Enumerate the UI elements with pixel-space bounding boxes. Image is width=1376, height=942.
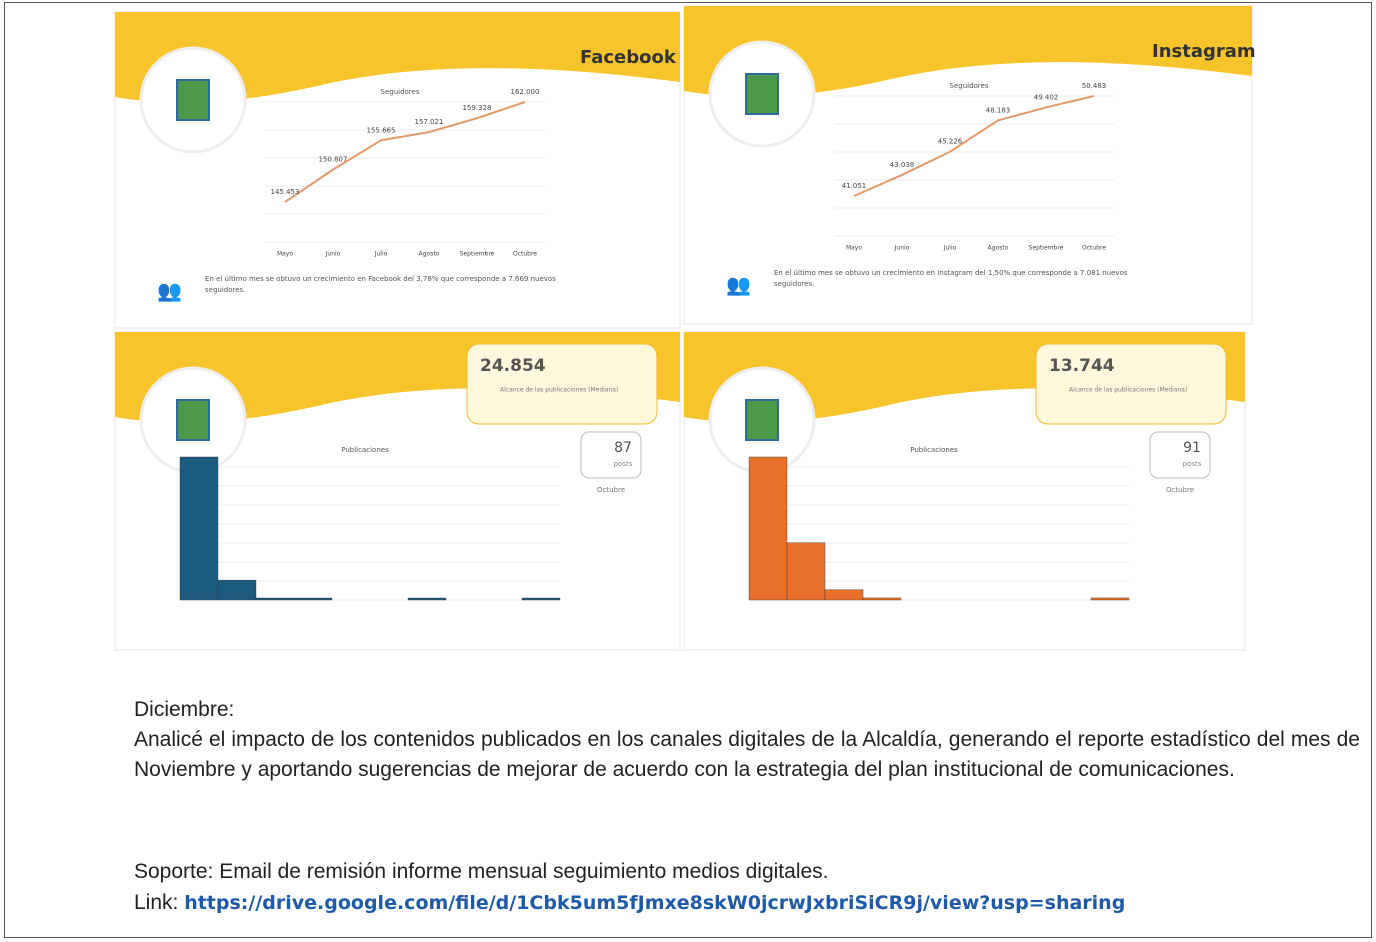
note-box: En el último mes se obtuvo un crecimient… (774, 268, 1134, 298)
x-tick-label: Agosto (988, 245, 1009, 252)
network-name: Facebook (580, 47, 677, 68)
x-tick-label: Junio (325, 251, 341, 258)
bar (749, 457, 787, 600)
logo (746, 74, 778, 114)
people-icon: 👥 (726, 273, 751, 297)
data-label: 49.402 (1034, 93, 1059, 101)
x-tick-label: Julio (374, 251, 388, 258)
bar (408, 598, 446, 600)
bar (1091, 598, 1129, 600)
posts-box (581, 432, 641, 478)
bar (256, 598, 294, 600)
report-panel: Facebook Seguidores 145.453 Mayo 150.807 Juni… (115, 12, 680, 328)
data-label: 145.453 (271, 188, 300, 196)
posts-unit: posts (1183, 460, 1202, 468)
x-tick-label: Octubre (513, 251, 537, 258)
x-tick-label: Julio (943, 245, 957, 252)
support: Soporte: Email de remisión informe mensu… (134, 857, 1360, 887)
logo (177, 80, 209, 120)
bar (218, 580, 256, 600)
chart-title: Seguidores (381, 88, 420, 96)
report-panel: 24.854 Alcance de las publicaciones (Medi… (115, 332, 680, 650)
posts-value: 91 (1183, 440, 1201, 456)
data-label: 43.038 (890, 161, 915, 169)
logo (177, 400, 209, 440)
data-label: 41.051 (842, 182, 867, 190)
reach-label: Alcance de las publicaciones (Mediana) (500, 387, 618, 394)
data-label: 48.183 (986, 106, 1011, 114)
x-tick-label: Septiembre (1029, 245, 1064, 252)
report-panel: Instagram Seguidores 41.051 Mayo 43.038 Junio… (684, 6, 1256, 324)
people-icon: 👥 (157, 279, 182, 303)
reach-value: 13.744 (1049, 356, 1115, 376)
chart-title: Seguidores (950, 82, 989, 90)
reach-value: 24.854 (480, 356, 546, 376)
bar (825, 590, 863, 600)
bar (294, 598, 332, 600)
data-label: 162.000 (511, 88, 540, 96)
posts-unit: posts (614, 460, 633, 468)
note: En el último mes se obtuvo un crecimient… (774, 268, 1134, 290)
data-label: 157.021 (415, 118, 444, 126)
reach-label: Alcance de las publicaciones (Mediana) (1069, 387, 1187, 394)
data-label: 155.665 (367, 126, 396, 134)
month: Octubre (597, 486, 625, 494)
note-box: En el último mes se obtuvo un crecimient… (205, 274, 565, 304)
bar (787, 543, 825, 600)
section-title: Diciembre: (134, 695, 1360, 725)
data-label: 159.328 (463, 104, 492, 112)
network-name: Instagram (1152, 41, 1256, 62)
report-images: Facebook Seguidores 145.453 Mayo 150.807 Juni… (0, 0, 1376, 660)
data-label: 50.483 (1082, 82, 1107, 90)
data-label: 150.807 (319, 156, 348, 164)
posts-box (1150, 432, 1210, 478)
x-tick-label: Septiembre (460, 251, 495, 258)
chart-title: Publicaciones (910, 446, 958, 454)
x-tick-label: Agosto (419, 251, 440, 258)
x-tick-label: Junio (894, 245, 910, 252)
paragraph: Analicé el impacto de los contenidos pub… (134, 725, 1360, 785)
report-panel: 13.744 Alcance de las publicaciones (Medi… (684, 332, 1245, 650)
bar (522, 598, 560, 600)
x-tick-label: Octubre (1082, 245, 1106, 252)
chart-title: Publicaciones (341, 446, 389, 454)
link-label: Link: (134, 891, 178, 914)
logo (746, 400, 778, 440)
bar (180, 457, 218, 600)
month: Octubre (1166, 486, 1194, 494)
bar (863, 598, 901, 600)
x-tick-label: Mayo (846, 245, 862, 252)
data-label: 45.226 (938, 138, 963, 146)
note: En el último mes se obtuvo un crecimient… (205, 274, 565, 296)
page: Facebook Seguidores 145.453 Mayo 150.807 Juni… (0, 0, 1376, 942)
posts-value: 87 (614, 440, 632, 456)
x-tick-label: Mayo (277, 251, 293, 258)
link[interactable]: https://drive.google.com/file/d/1Cbk5um5… (184, 892, 1125, 914)
link-line: Link: https://drive.google.com/file/d/1C… (134, 888, 1360, 918)
